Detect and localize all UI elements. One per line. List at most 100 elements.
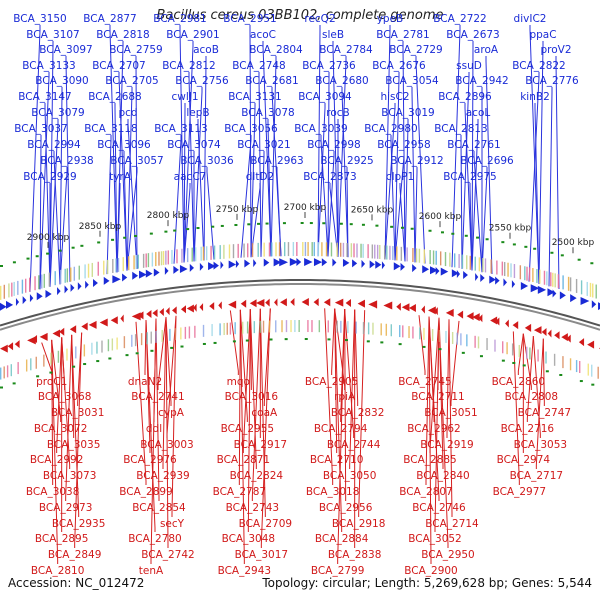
reverse-gene [457,310,464,319]
forward-gene-label: acoB [193,44,219,56]
gc-mark [12,261,16,264]
gene-leader [49,41,54,287]
gc-mark [125,354,129,357]
cog-block [362,243,364,258]
reverse-gene-label: cypA [158,407,185,419]
gene-leader [29,25,41,292]
gc-mark [149,232,153,235]
cog-block [13,281,15,296]
cog-block [28,277,31,292]
gene-leader [481,167,488,273]
cog-block [151,252,154,267]
cog-block [392,246,394,261]
cog-block [234,322,236,335]
gc-mark [579,380,583,383]
forward-gene [213,261,219,270]
forward-gene-label: BCA_3131 [228,91,282,103]
cog-block [11,282,13,297]
gene-leader [229,310,239,375]
reverse-gene [524,323,532,332]
gc-mark [72,365,76,368]
gc-mark [522,364,526,367]
reverse-gene [396,302,401,311]
gc-mark [12,382,16,385]
cog-block [135,254,137,269]
cog-block [507,262,509,277]
reverse-gene [186,304,194,313]
cog-block [415,248,418,263]
gc-mark [344,339,348,342]
cog-block [38,275,40,290]
gene-leader [461,72,470,269]
cog-block [106,259,109,274]
cog-block [91,262,94,277]
forward-gene-label: BCA_3036 [180,155,234,167]
gc-mark [322,222,326,225]
gc-mark [501,359,505,362]
forward-gene-label: sleB [322,29,344,41]
reverse-gene [110,316,118,325]
cog-block [205,246,208,261]
reverse-gene-label: BCA_2746 [412,502,466,514]
gene-leader [197,119,205,261]
cog-block [336,242,338,257]
gene-leader [317,103,326,257]
cog-block [553,353,556,366]
reverse-gene [373,300,377,309]
reverse-gene [218,301,222,310]
cog-block [268,242,271,257]
forward-gene [145,269,153,278]
reverse-gene-label: BCA_2976 [123,454,177,466]
cog-block [59,269,62,284]
cog-block [167,250,170,265]
cog-block [0,285,2,300]
cog-block [241,321,244,334]
forward-gene-label: BCA_3133 [22,60,76,72]
gene-leader [74,332,83,548]
cog-block [271,242,273,257]
gene-leader [249,25,252,258]
gene-leader [414,167,418,263]
forward-gene [547,288,555,297]
cog-block [97,261,99,276]
gene-leader [358,310,366,517]
cog-block [412,326,414,339]
gc-mark [80,244,84,247]
cog-block [444,252,447,267]
reverse-gene [88,320,97,329]
cog-block [116,337,118,350]
gc-mark [512,361,516,364]
gene-leader [183,41,194,263]
cog-block [587,363,589,376]
forward-gene-label: BCA_3150 [13,13,67,25]
forward-gene-label: BCA_3021 [237,139,291,151]
cog-block [243,243,245,258]
cog-block [87,263,90,278]
forward-gene [45,290,52,299]
cog-block [64,268,66,283]
kbp-tick-label: 2750 kbp [216,205,259,215]
reverse-gene [512,321,519,330]
forward-gene [228,260,237,269]
cog-block [406,247,408,262]
reverse-gene [533,326,542,335]
cog-block [158,251,160,266]
gene-leader [183,183,191,263]
reverse-gene [301,298,309,307]
reverse-gene [165,307,170,316]
forward-gene-label: BCA_3090 [35,75,89,87]
cog-block [70,267,72,282]
gene-leader [39,72,50,290]
forward-gene [422,265,430,274]
reverse-gene-label: coaA [251,407,278,419]
gene-leader [267,119,272,257]
reverse-gene [428,306,436,315]
forward-gene-label: BCA_2804 [249,44,303,56]
gene-leader [334,308,343,532]
reverse-gene [547,329,552,338]
cog-block [184,326,187,339]
cog-block [389,245,391,260]
forward-gene-label: BCA_3078 [241,107,295,119]
cog-block [340,320,342,333]
reverse-gene [159,308,164,317]
